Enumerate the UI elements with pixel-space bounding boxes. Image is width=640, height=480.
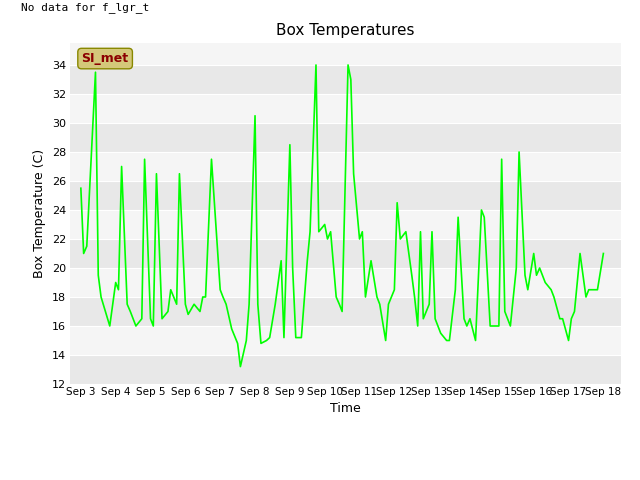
Bar	[70, 123, 621, 152]
Bar	[70, 355, 621, 384]
Y-axis label: Box Temperature (C): Box Temperature (C)	[33, 149, 47, 278]
Bar	[70, 152, 621, 181]
Bar	[70, 65, 621, 94]
Bar	[70, 94, 621, 123]
Bar	[70, 181, 621, 210]
Text: SI_met: SI_met	[81, 52, 129, 65]
Bar	[70, 210, 621, 239]
Bar	[70, 326, 621, 355]
Bar	[70, 268, 621, 297]
Title: Box Temperatures: Box Temperatures	[276, 23, 415, 38]
Bar	[70, 297, 621, 326]
X-axis label: Time: Time	[330, 402, 361, 415]
Text: No data for f_lgr_t: No data for f_lgr_t	[21, 2, 149, 13]
Bar	[70, 239, 621, 268]
